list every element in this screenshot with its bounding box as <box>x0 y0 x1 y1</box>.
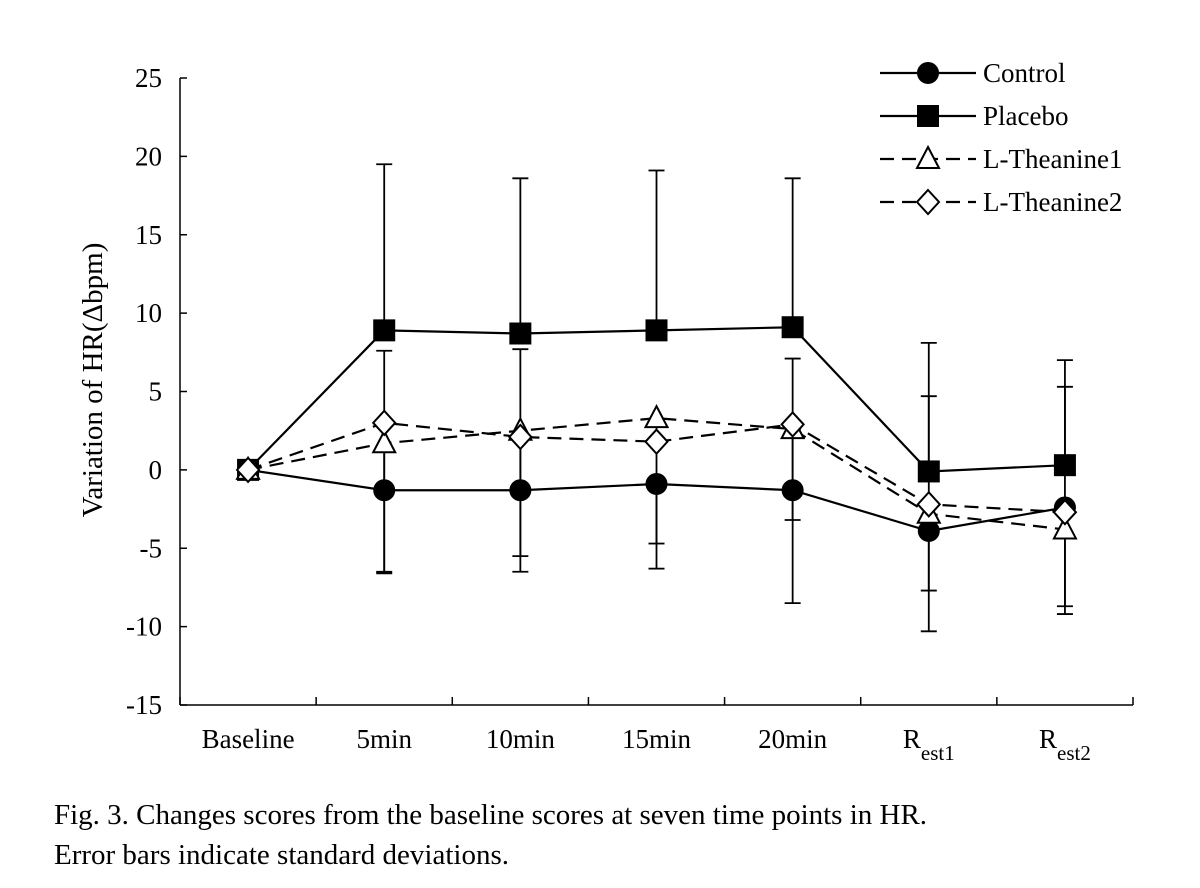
data-point-control <box>917 520 940 543</box>
legend: Control Placebo L-Theanine1 L-Theanine2 <box>880 58 1122 217</box>
data-point-l-theanine2 <box>780 410 805 438</box>
axes: 25 20 15 10 5 0 -5 -10 -15 Baseline 5min 10min 15min… <box>126 63 1134 765</box>
data-point-l-theanine2 <box>644 428 669 456</box>
x-tick-label: Baseline <box>202 724 295 754</box>
legend-marker-l-theanine1 <box>915 144 941 169</box>
data-point-l-theanine1 <box>643 403 670 429</box>
series-markers <box>235 316 1078 543</box>
x-tick-label: Rest2 <box>1039 724 1091 765</box>
data-point-control <box>373 479 396 502</box>
hr-line-chart: 25 20 15 10 5 0 -5 -10 -15 Baseline 5min 10min 15min… <box>77 58 1134 765</box>
x-tick-label: 20min <box>758 724 828 754</box>
legend-label-l-theanine2: L-Theanine2 <box>983 187 1122 217</box>
y-tick-label: 0 <box>149 455 163 485</box>
data-point-l-theanine1 <box>371 429 397 454</box>
data-point-l-theanine2 <box>235 456 261 484</box>
data-point-control <box>781 479 804 502</box>
data-point-placebo <box>645 319 668 342</box>
legend-label-control: Control <box>983 58 1066 88</box>
x-tick-label: 10min <box>486 724 556 754</box>
data-point-control <box>645 472 668 495</box>
y-tick-label: 25 <box>135 63 162 93</box>
legend-marker-control <box>917 62 939 84</box>
legend-label-l-theanine1: L-Theanine1 <box>983 144 1122 174</box>
data-point-placebo <box>917 460 940 483</box>
y-tick-label: 20 <box>135 141 162 171</box>
x-tick-label: Rest1 <box>903 724 955 765</box>
caption-line-2: Error bars indicate standard deviations. <box>54 839 509 871</box>
x-tick-label: 15min <box>622 724 692 754</box>
legend-marker-placebo <box>917 105 939 127</box>
legend-label-placebo: Placebo <box>983 101 1068 131</box>
data-point-placebo <box>373 319 396 342</box>
data-point-l-theanine2 <box>916 490 942 518</box>
y-tick-label: 5 <box>149 377 163 407</box>
data-point-placebo <box>781 316 804 339</box>
data-point-placebo <box>1053 454 1076 477</box>
y-tick-label: -5 <box>140 533 163 563</box>
y-tick-label: 10 <box>135 298 162 328</box>
y-axis-label: Variation of HR(Δbpm) <box>77 243 109 518</box>
data-point-placebo <box>509 322 532 345</box>
y-tick-label: -15 <box>126 690 162 720</box>
x-tick-label: 5min <box>356 724 412 754</box>
data-point-l-theanine2 <box>371 409 397 437</box>
error-bars <box>376 163 1073 633</box>
caption-line-1: Fig. 3. Changes scores from the baseline… <box>54 799 928 831</box>
y-tick-label: 15 <box>135 220 162 250</box>
figure-caption: Fig. 3. Changes scores from the baseline… <box>54 795 1164 875</box>
data-point-l-theanine2 <box>1052 498 1078 526</box>
data-point-l-theanine1 <box>1052 515 1078 540</box>
data-point-l-theanine2 <box>508 423 533 451</box>
y-tick-label: -10 <box>126 612 162 642</box>
legend-marker-l-theanine2 <box>915 188 941 216</box>
data-point-control <box>509 479 532 502</box>
